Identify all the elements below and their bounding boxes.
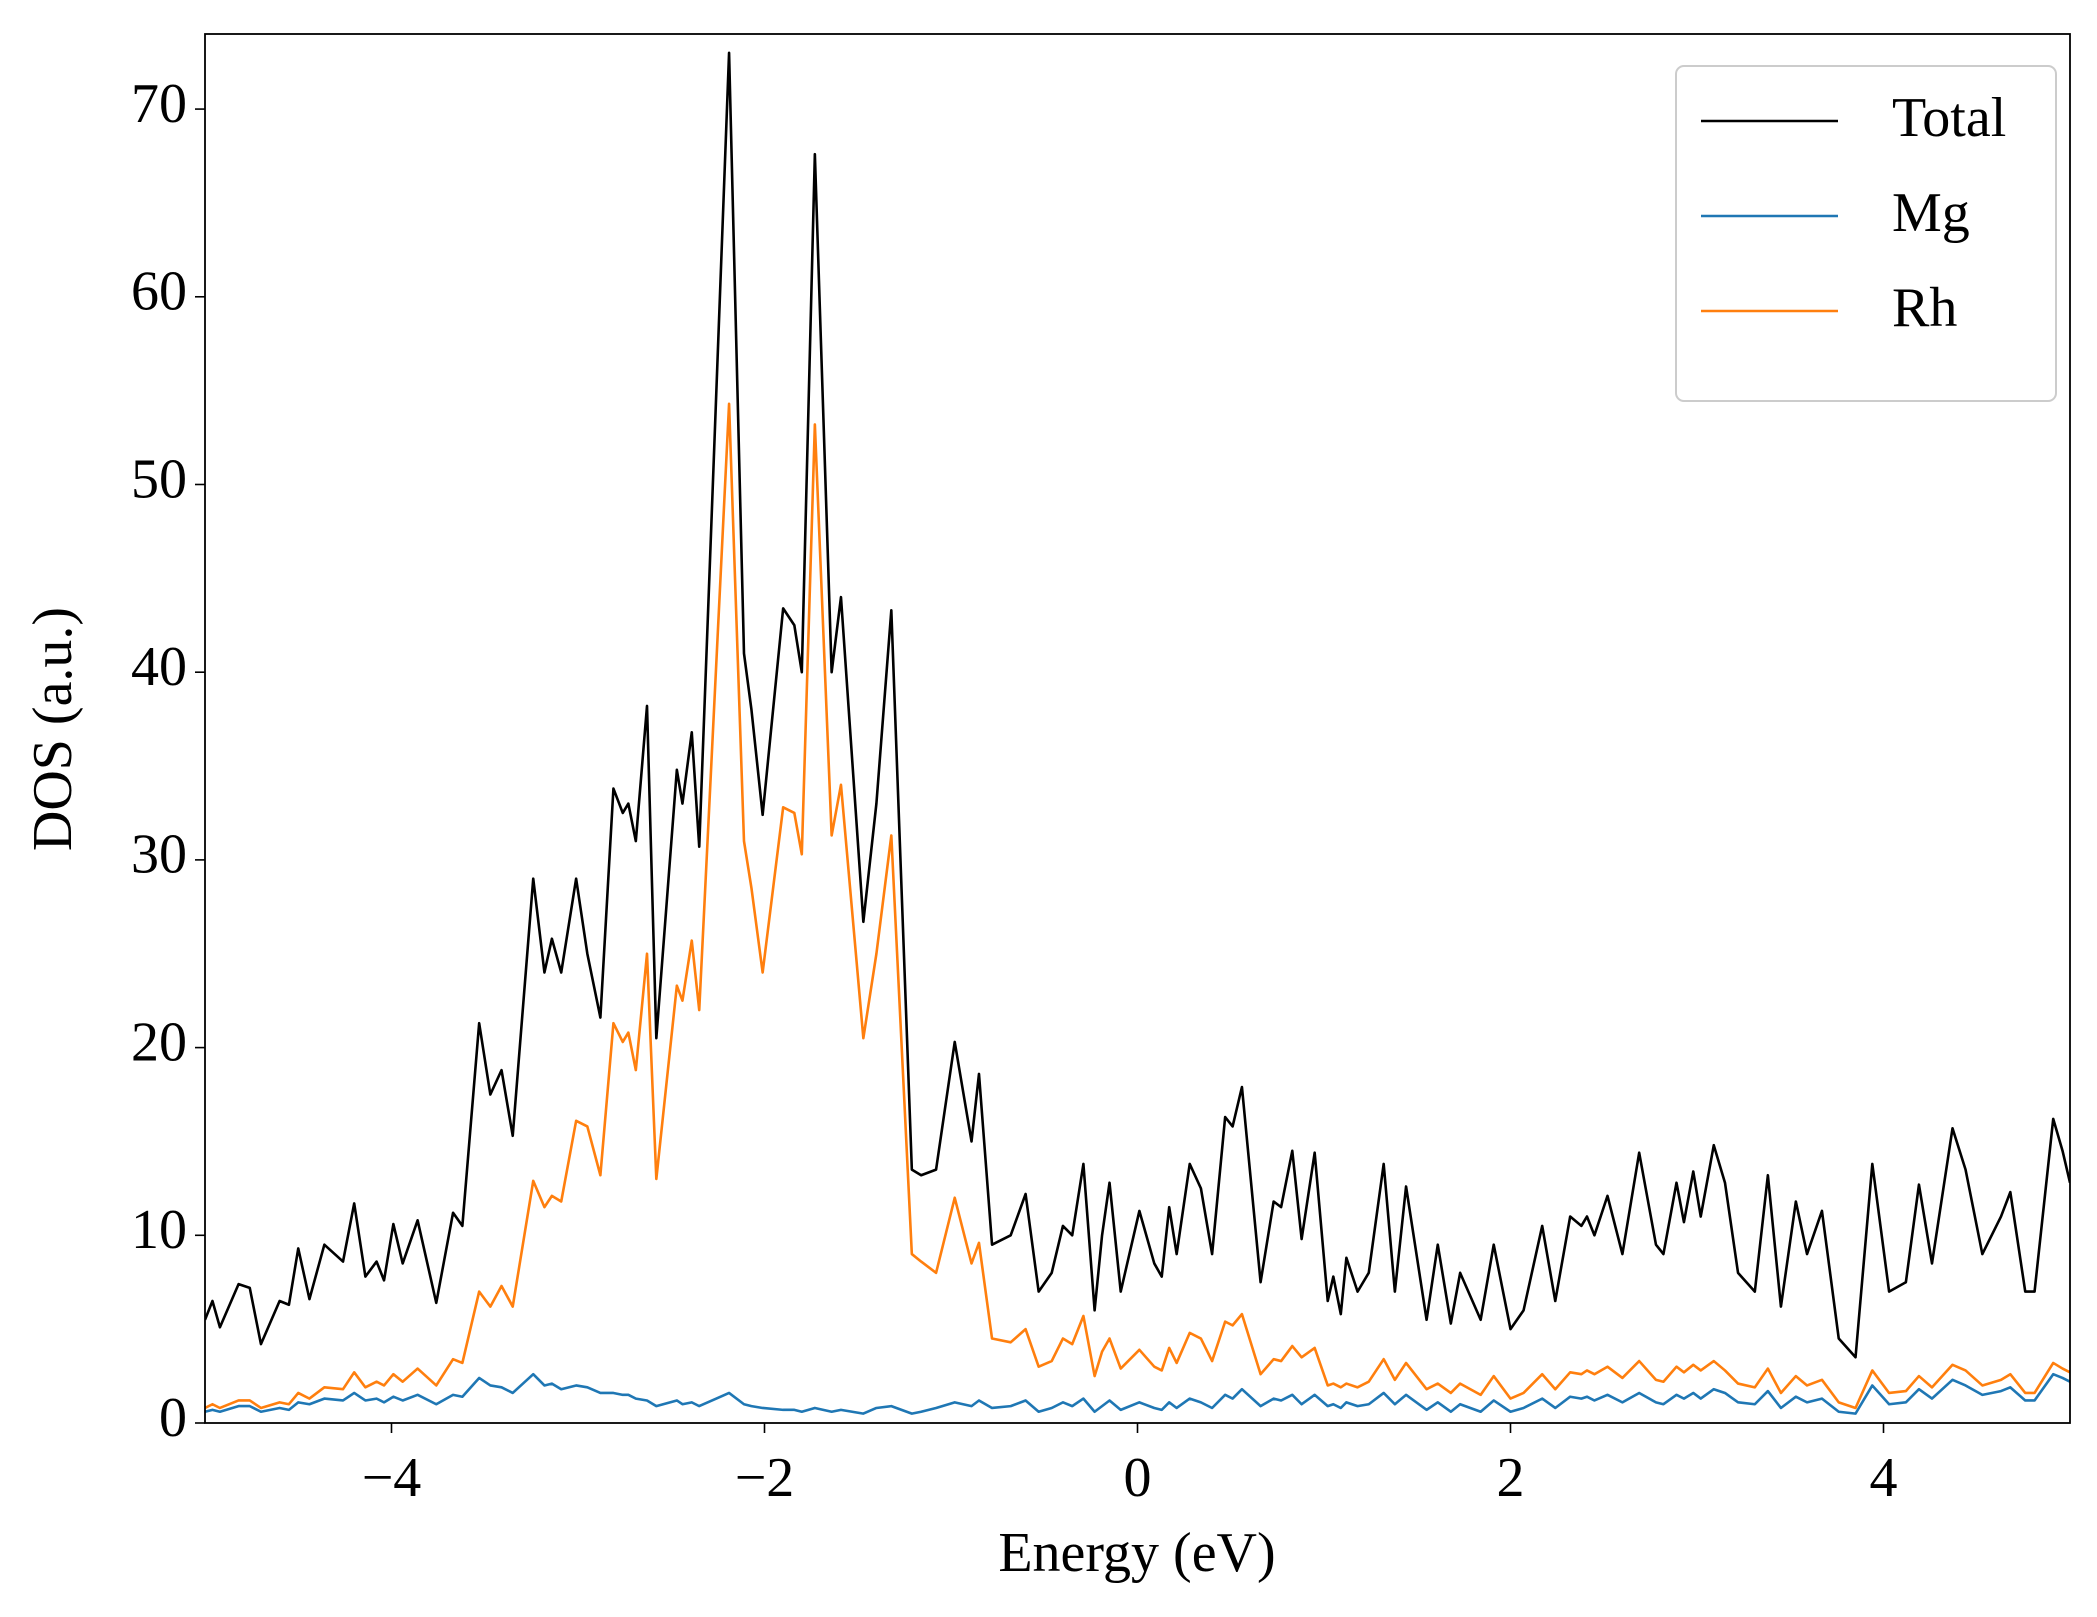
x-tick-label: 2 — [1497, 1447, 1525, 1509]
y-tick-label: 20 — [131, 1011, 187, 1073]
legend-box — [1675, 65, 2057, 402]
y-tick-label: 40 — [131, 636, 187, 698]
y-tick-label: 60 — [131, 261, 187, 323]
y-axis-label: DOS (a.u.) — [22, 607, 84, 851]
y-tick-label: 10 — [131, 1199, 187, 1261]
x-tick-label: −2 — [735, 1447, 795, 1509]
y-tick-label: 30 — [131, 824, 187, 886]
x-tick-label: 0 — [1124, 1447, 1152, 1509]
x-tick-label: −4 — [362, 1447, 422, 1509]
series-line — [205, 1372, 2070, 1415]
series-line — [205, 51, 2070, 1359]
y-tick-label: 50 — [131, 448, 187, 510]
y-tick-label: 70 — [131, 73, 187, 135]
x-axis-label: Energy (eV) — [998, 1522, 1275, 1584]
plot-frame — [204, 33, 2071, 1424]
series-line — [205, 402, 2070, 1410]
x-tick-label: 4 — [1870, 1447, 1898, 1509]
legend-label: Mg — [1892, 182, 1970, 244]
y-tick-label: 0 — [159, 1387, 187, 1449]
legend-label: Total — [1892, 87, 2006, 149]
legend-label: Rh — [1892, 277, 1957, 339]
